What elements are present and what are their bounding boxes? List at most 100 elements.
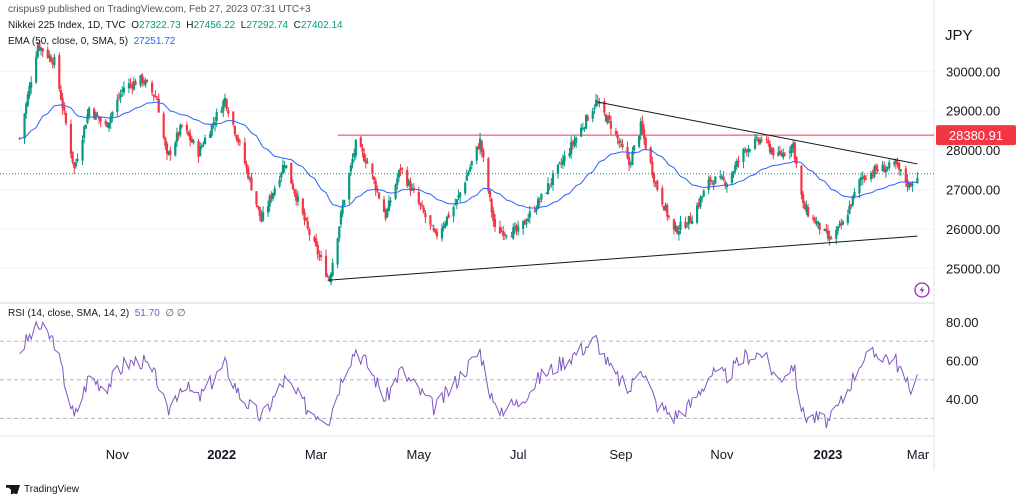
candle-body bbox=[864, 178, 868, 181]
candle-body bbox=[353, 153, 356, 158]
candle-body bbox=[36, 45, 39, 58]
candle-body bbox=[876, 169, 879, 171]
candlestick-series bbox=[18, 40, 919, 286]
published-text: crispus9 published on TradingView.com, F… bbox=[8, 4, 311, 15]
close-value: 27402.14 bbox=[300, 20, 343, 31]
candle-body bbox=[619, 141, 622, 143]
price-grid bbox=[0, 70, 934, 269]
candle-body bbox=[363, 152, 366, 162]
candle-body bbox=[748, 149, 752, 151]
candle-body bbox=[454, 204, 457, 206]
candle-body bbox=[638, 135, 641, 147]
candle-body bbox=[63, 106, 66, 111]
candle-body bbox=[424, 213, 427, 218]
candle-body bbox=[614, 131, 618, 135]
candle-body bbox=[293, 189, 296, 194]
candle-body bbox=[384, 210, 387, 219]
candle-body bbox=[899, 169, 902, 171]
candle-body bbox=[700, 196, 704, 199]
candle-body bbox=[580, 127, 583, 137]
candle-body bbox=[435, 231, 439, 237]
candle-body bbox=[305, 218, 308, 221]
candle-body bbox=[803, 203, 806, 210]
candle-body bbox=[672, 219, 675, 230]
candle-body bbox=[621, 144, 624, 148]
candle-body bbox=[296, 196, 299, 202]
candle-body bbox=[421, 205, 424, 207]
candle-body bbox=[331, 262, 334, 276]
candle-body bbox=[662, 206, 666, 211]
candle-body bbox=[780, 153, 783, 156]
candle-body bbox=[53, 56, 56, 66]
candle-body bbox=[525, 223, 528, 225]
candle-body bbox=[396, 178, 399, 186]
candle-body bbox=[192, 140, 195, 144]
candle-body bbox=[343, 200, 346, 206]
candle-body bbox=[898, 162, 901, 170]
candle-body bbox=[737, 161, 740, 163]
candle-body bbox=[586, 116, 589, 121]
candle-body bbox=[838, 224, 841, 226]
candle-body bbox=[816, 220, 820, 224]
resistance-badge-label: 28380.91 bbox=[949, 128, 1003, 143]
candle-body bbox=[349, 165, 352, 172]
candle-body bbox=[487, 158, 490, 192]
candle-body bbox=[364, 159, 367, 164]
candle-body bbox=[86, 114, 89, 124]
candle-body bbox=[528, 211, 531, 218]
candle-body bbox=[523, 219, 526, 225]
candle-body bbox=[744, 149, 747, 151]
candle-body bbox=[679, 221, 682, 230]
candle-body bbox=[250, 177, 253, 191]
candle-body bbox=[712, 182, 715, 186]
candle-body bbox=[686, 226, 689, 228]
price-tick-label: 28000.00 bbox=[946, 143, 1000, 158]
candle-body bbox=[96, 114, 99, 116]
candle-body bbox=[167, 151, 170, 155]
candle-body bbox=[260, 214, 263, 222]
candle-body bbox=[223, 97, 227, 103]
candle-body bbox=[745, 149, 748, 153]
candle-body bbox=[609, 121, 613, 129]
candle-body bbox=[122, 87, 126, 93]
candle-body bbox=[720, 176, 724, 179]
candle-body bbox=[480, 140, 483, 152]
candle-body bbox=[522, 220, 525, 229]
candle-body bbox=[560, 163, 563, 165]
tradingview-logo[interactable]: TradingView bbox=[6, 484, 79, 495]
flash-icon[interactable] bbox=[914, 282, 930, 298]
candle-body bbox=[656, 180, 659, 190]
rsi-axis-labels: 40.00 60.00 80.00 bbox=[946, 315, 979, 407]
candle-body bbox=[628, 157, 631, 166]
candle-body bbox=[271, 193, 275, 199]
candle-body bbox=[886, 166, 889, 169]
candle-body bbox=[308, 229, 311, 236]
candle-body bbox=[155, 98, 159, 100]
candle-body bbox=[888, 162, 891, 169]
candle-body bbox=[303, 212, 306, 221]
candle-body bbox=[371, 163, 374, 175]
candle-body bbox=[639, 121, 642, 136]
candle-body bbox=[455, 199, 458, 204]
candle-body bbox=[280, 173, 283, 178]
candle-body bbox=[593, 108, 596, 110]
candle-body bbox=[351, 158, 354, 164]
candle-body bbox=[83, 126, 86, 139]
candle-body bbox=[583, 127, 586, 129]
candle-body bbox=[38, 43, 41, 50]
candle-body bbox=[434, 229, 437, 233]
time-tick-label: 2023 bbox=[813, 447, 842, 462]
candle-body bbox=[697, 203, 700, 207]
price-tick-label: 30000.00 bbox=[946, 64, 1000, 79]
candle-body bbox=[788, 150, 791, 153]
candle-body bbox=[778, 151, 782, 154]
candle-body bbox=[386, 209, 389, 218]
candle-body bbox=[805, 205, 808, 212]
candle-body bbox=[714, 176, 717, 184]
candle-body bbox=[212, 122, 215, 124]
candle-body bbox=[266, 206, 270, 213]
candle-body bbox=[591, 111, 594, 120]
candle-body bbox=[329, 273, 333, 283]
candle-body bbox=[515, 225, 518, 232]
candle-body bbox=[916, 177, 919, 184]
